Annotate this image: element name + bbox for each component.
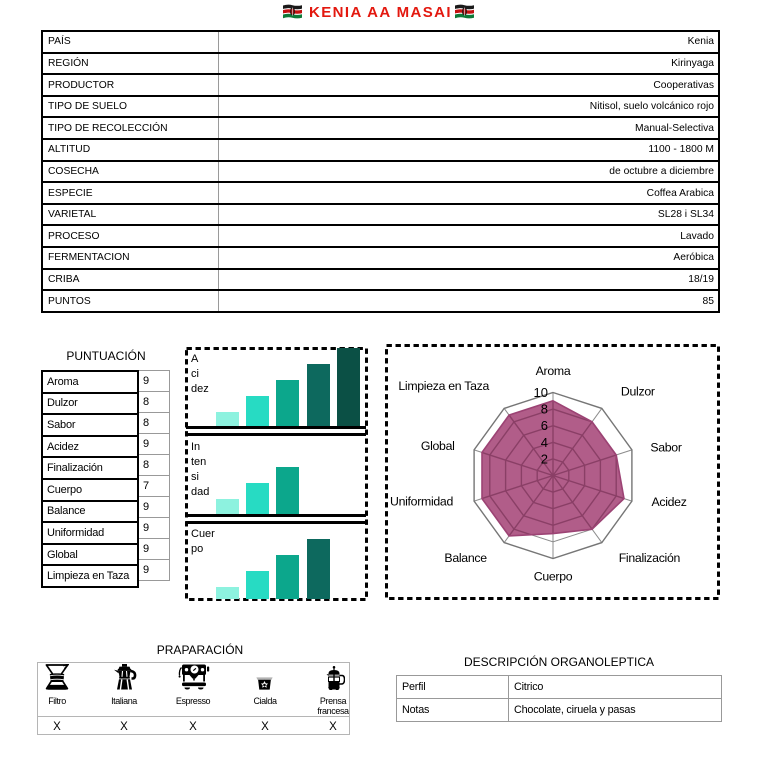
svg-text:Limpieza en Taza: Limpieza en Taza (398, 379, 489, 393)
svg-text:10: 10 (534, 385, 548, 400)
svg-text:Balance: Balance (444, 551, 487, 565)
svg-text:2: 2 (541, 451, 548, 466)
svg-text:Uniformidad: Uniformidad (390, 495, 453, 509)
svg-text:4: 4 (541, 435, 548, 450)
svg-text:Dulzor: Dulzor (621, 385, 655, 399)
svg-text:Sabor: Sabor (650, 440, 682, 454)
svg-text:Finalización: Finalización (619, 551, 681, 565)
svg-text:8: 8 (541, 402, 548, 417)
svg-text:6: 6 (541, 418, 548, 433)
svg-text:Acidez: Acidez (651, 495, 686, 509)
svg-text:Aroma: Aroma (536, 364, 571, 378)
svg-text:Cuerpo: Cuerpo (534, 569, 573, 583)
svg-text:Global: Global (421, 439, 455, 453)
